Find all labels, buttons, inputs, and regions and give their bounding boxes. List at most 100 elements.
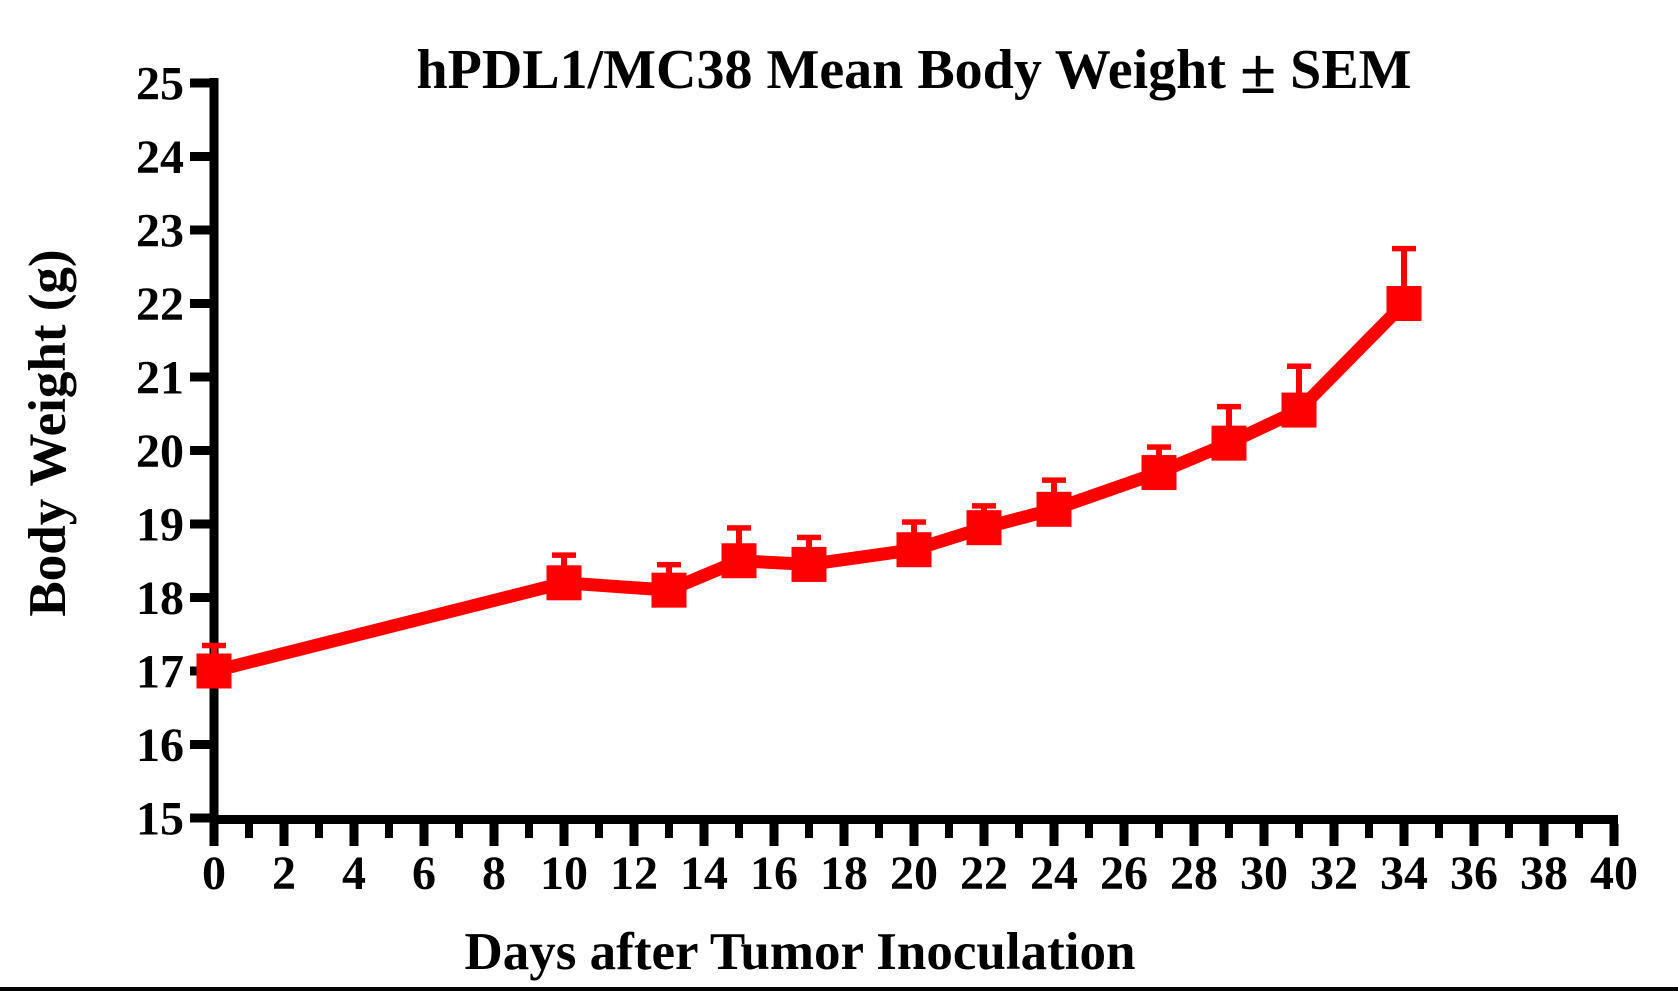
y-axis-tick [190, 813, 210, 823]
y-axis-tick [190, 225, 210, 235]
chart-title-suffix: SEM [1290, 39, 1412, 101]
x-axis-tick-label: 2 [272, 847, 296, 900]
series-line [212, 298, 1409, 678]
y-axis-tick [190, 152, 210, 161]
x-axis-major-tick [279, 824, 289, 846]
error-bar-cap [202, 642, 226, 649]
y-axis-tick [190, 446, 210, 455]
y-axis-tick [190, 593, 210, 602]
data-point-marker [896, 532, 932, 568]
x-axis-major-tick [349, 824, 359, 846]
x-axis-tick-label: 6 [412, 847, 436, 900]
x-axis-major-tick [1189, 824, 1199, 846]
x-axis-minor-tick [525, 824, 533, 838]
y-axis-tick [190, 299, 210, 308]
x-axis-minor-tick [1295, 824, 1303, 838]
x-axis-minor-tick [1575, 824, 1583, 838]
data-point-marker [721, 543, 757, 579]
x-axis-major-tick [1119, 824, 1129, 846]
x-axis-minor-tick [1505, 824, 1513, 838]
error-bar-stem [1401, 248, 1407, 304]
x-axis-minor-tick [1155, 824, 1163, 838]
x-axis-major-tick [699, 824, 709, 846]
error-bar-stem [1296, 365, 1302, 411]
x-axis-major-tick [1329, 824, 1339, 846]
y-axis-tick-label: 18 [136, 572, 184, 625]
y-axis-tick [190, 372, 210, 382]
x-axis-major-tick [979, 824, 989, 846]
x-axis-major-tick [209, 824, 219, 846]
x-axis-minor-tick [805, 824, 813, 838]
x-axis-minor-tick [455, 824, 463, 838]
x-axis-tick-label: 40 [1590, 847, 1638, 900]
y-axis-tick [190, 519, 210, 529]
error-bar-cap [657, 561, 681, 568]
error-bar-cap [1392, 245, 1416, 252]
x-axis-minor-tick [1085, 824, 1093, 838]
error-bar-cap [727, 525, 751, 531]
data-point-marker [651, 572, 687, 608]
x-axis-minor-tick [595, 824, 603, 838]
data-point-marker [1036, 491, 1072, 527]
x-axis-major-tick [1049, 824, 1059, 846]
error-bar-cap [1042, 477, 1066, 483]
x-axis-tick-label: 12 [610, 847, 658, 900]
y-axis-tick [190, 740, 210, 749]
data-point-marker [1386, 286, 1422, 321]
x-axis-minor-tick [385, 824, 393, 838]
bottom-border-line [0, 987, 1678, 991]
x-axis-tick-label: 38 [1520, 847, 1568, 900]
x-axis-line [209, 815, 1618, 824]
x-axis-tick-label: 28 [1170, 847, 1218, 900]
x-axis-minor-tick [875, 824, 883, 838]
x-axis-minor-tick [1365, 824, 1373, 838]
x-axis-tick-label: 16 [750, 847, 798, 900]
x-axis-major-tick [839, 824, 849, 846]
x-axis-minor-tick [1225, 824, 1233, 838]
y-axis-tick-label: 15 [136, 793, 184, 846]
data-point-marker [791, 546, 827, 582]
error-bar-cap [552, 552, 576, 558]
x-axis-minor-tick [735, 824, 743, 838]
y-axis-tick-label: 16 [136, 719, 184, 772]
y-axis-line [209, 78, 219, 838]
data-point-marker [1281, 392, 1317, 428]
x-axis-tick-label: 4 [342, 847, 366, 900]
data-point-marker [1211, 425, 1247, 461]
x-axis-tick-label: 14 [680, 847, 728, 900]
x-axis-tick-label: 26 [1100, 847, 1148, 900]
x-axis-major-tick [559, 824, 569, 846]
error-bar-cap [797, 534, 821, 541]
x-axis-minor-tick [245, 824, 253, 838]
chart-title-prefix: hPDL1/MC38 Mean Body Weight [416, 39, 1226, 101]
y-axis-tick-label: 19 [136, 499, 184, 552]
error-bar-stem [1226, 406, 1232, 444]
x-axis-major-tick [1259, 824, 1269, 846]
x-axis-tick-label: 32 [1310, 847, 1358, 900]
x-axis-tick-label: 18 [820, 847, 868, 900]
x-axis-major-tick [1539, 824, 1549, 846]
x-axis-minor-tick [1435, 824, 1443, 838]
x-axis-tick-label: 20 [890, 847, 938, 900]
x-axis-tick-label: 30 [1240, 847, 1288, 900]
x-axis-minor-tick [945, 824, 953, 838]
plus-minus-symbol: ± [1239, 35, 1277, 108]
y-axis-tick-label: 17 [136, 646, 184, 699]
x-axis-tick-label: 10 [540, 847, 588, 900]
x-axis-title: Days after Tumor Inoculation [464, 923, 1136, 981]
data-point-marker [196, 653, 232, 689]
x-axis-major-tick [1469, 824, 1479, 846]
x-axis-major-tick [769, 824, 779, 846]
x-axis-tick-label: 34 [1380, 847, 1428, 900]
x-axis-major-tick [489, 824, 499, 846]
y-axis-tick-label: 24 [136, 131, 184, 184]
x-axis-major-tick [909, 824, 919, 846]
x-axis-major-tick [1609, 824, 1619, 846]
x-axis-major-tick [419, 824, 429, 846]
error-bar-cap [902, 519, 926, 525]
data-point-marker [546, 565, 582, 601]
error-bar-cap [1147, 444, 1171, 450]
x-axis-major-tick [629, 824, 639, 846]
